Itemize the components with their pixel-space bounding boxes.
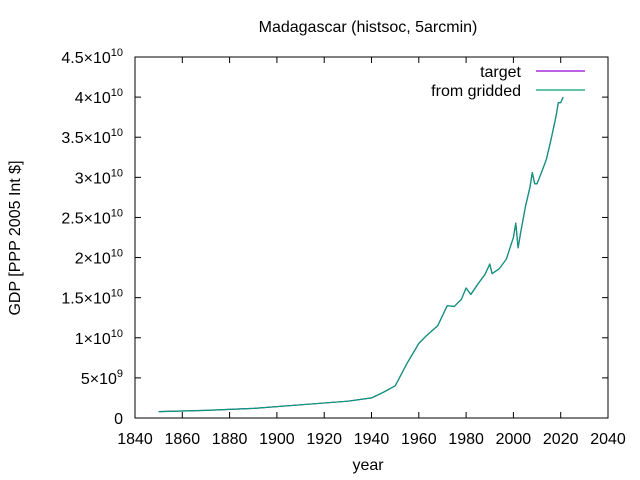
legend: target from gridded <box>431 64 585 100</box>
y-tick-exponent: 10 <box>111 248 123 260</box>
y-tick-mantissa: 2.5×10 <box>61 210 110 227</box>
y-tick-mantissa: 5×10 <box>81 371 117 388</box>
x-tick-label: 1860 <box>165 431 201 448</box>
x-tick-label: 1840 <box>117 431 153 448</box>
y-tick-mantissa: 0 <box>114 411 123 428</box>
y-tick-exponent: 10 <box>111 167 123 179</box>
y-tick-label: 1×1010 <box>75 328 123 348</box>
y-tick-mantissa: 2×10 <box>75 251 111 268</box>
y-tick-exponent: 10 <box>111 288 123 300</box>
y-tick-exponent: 9 <box>117 368 123 380</box>
y-ticks: 05×1091×10101.5×10102×10102.5×10103×1010… <box>61 47 608 428</box>
y-axis-label: GDP [PPP 2005 Int $] <box>7 160 24 315</box>
x-tick-label: 1920 <box>306 431 342 448</box>
y-tick-label: 3×1010 <box>75 167 123 187</box>
x-tick-label: 1940 <box>354 431 390 448</box>
y-tick-mantissa: 4.5×10 <box>61 50 110 67</box>
y-tick-label: 4.5×1010 <box>61 47 123 67</box>
series-lines <box>158 96 564 413</box>
y-tick-mantissa: 1.5×10 <box>61 291 110 308</box>
y-tick-exponent: 10 <box>111 207 123 219</box>
x-tick-label: 1980 <box>448 431 484 448</box>
legend-label-1: from gridded <box>431 83 521 100</box>
y-tick-mantissa: 3×10 <box>75 170 111 187</box>
y-tick-exponent: 10 <box>111 87 123 99</box>
y-tick-exponent: 10 <box>111 328 123 340</box>
chart-title: Madagascar (histsoc, 5arcmin) <box>259 19 478 36</box>
y-tick-mantissa: 4×10 <box>75 90 111 107</box>
y-tick-exponent: 10 <box>111 127 123 139</box>
series-line-1 <box>158 96 564 413</box>
y-tick-label: 4×1010 <box>75 87 123 107</box>
x-tick-label: 1900 <box>259 431 295 448</box>
y-tick-exponent: 10 <box>111 47 123 59</box>
y-tick-label: 5×109 <box>81 368 123 388</box>
y-tick-mantissa: 1×10 <box>75 331 111 348</box>
x-tick-label: 2000 <box>496 431 532 448</box>
x-tick-label: 1880 <box>212 431 248 448</box>
x-axis-label: year <box>352 457 384 474</box>
x-tick-label: 2040 <box>590 431 626 448</box>
y-tick-label: 3.5×1010 <box>61 127 123 147</box>
y-tick-label: 1.5×1010 <box>61 288 123 308</box>
plot-frame <box>134 56 609 419</box>
x-ticks: 1840 1860 1880 1900 1920 1940 1960 1980 2000 2020… <box>117 57 626 448</box>
y-tick-mantissa: 3.5×10 <box>61 130 110 147</box>
legend-label-0: target <box>480 64 521 81</box>
y-tick-label: 2.5×1010 <box>61 207 123 227</box>
y-tick-label: 0 <box>114 411 123 428</box>
x-tick-label: 2020 <box>543 431 579 448</box>
y-tick-label: 2×1010 <box>75 248 123 268</box>
series-line-0 <box>158 96 564 413</box>
x-tick-label: 1960 <box>401 431 437 448</box>
